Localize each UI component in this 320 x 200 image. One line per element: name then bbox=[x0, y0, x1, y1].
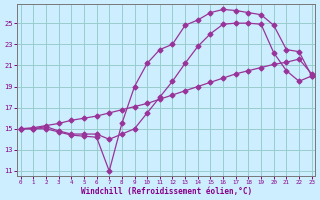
X-axis label: Windchill (Refroidissement éolien,°C): Windchill (Refroidissement éolien,°C) bbox=[81, 187, 252, 196]
